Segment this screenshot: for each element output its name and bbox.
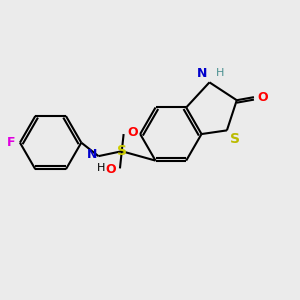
Text: H: H: [98, 164, 106, 173]
Text: O: O: [258, 91, 268, 104]
Text: N: N: [197, 67, 208, 80]
Text: S: S: [230, 132, 240, 145]
Text: F: F: [7, 136, 16, 149]
Text: O: O: [127, 126, 138, 139]
Text: S: S: [117, 144, 127, 158]
Text: N: N: [87, 148, 97, 161]
Text: O: O: [106, 163, 116, 176]
Text: H: H: [216, 68, 224, 78]
